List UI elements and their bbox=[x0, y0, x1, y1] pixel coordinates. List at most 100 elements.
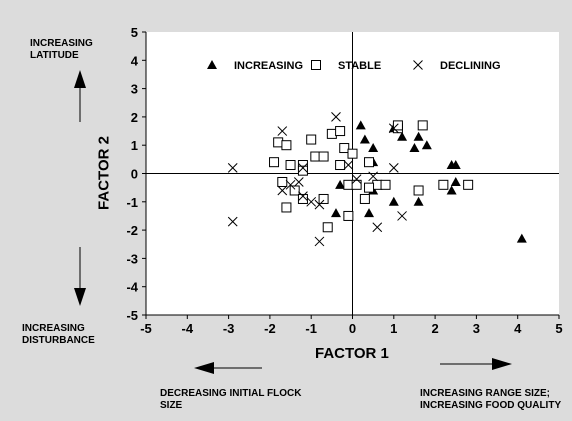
data-point-stable bbox=[339, 143, 350, 154]
data-point-stable bbox=[343, 210, 354, 221]
arrow-right-head-icon bbox=[492, 358, 512, 370]
data-point-declining bbox=[306, 196, 317, 207]
x-marker-stroke bbox=[298, 162, 308, 173]
data-point-increasing bbox=[421, 140, 432, 150]
y-tick-label: 4 bbox=[131, 53, 139, 68]
x-marker-stroke bbox=[331, 112, 341, 122]
data-point-increasing bbox=[450, 160, 461, 170]
data-point-declining bbox=[388, 162, 399, 173]
data-point-stable bbox=[326, 128, 337, 139]
data-point-increasing bbox=[359, 134, 370, 144]
annotation-line: DISTURBANCE bbox=[22, 335, 95, 346]
data-points bbox=[227, 112, 527, 247]
annotation-decreasing-flock-size: DECREASING INITIAL FLOCK SIZE bbox=[160, 388, 301, 412]
x-marker-stroke bbox=[277, 185, 288, 196]
arrow-left-head-icon bbox=[194, 362, 214, 374]
axes bbox=[142, 31, 560, 319]
legend-marker-declining-icon bbox=[413, 60, 423, 70]
x-tick-label: -3 bbox=[223, 321, 235, 336]
x-marker-stroke bbox=[227, 162, 238, 173]
data-point-stable bbox=[392, 120, 403, 131]
direction-arrows bbox=[74, 70, 512, 374]
annotation-increasing-range-food: INCREASING RANGE SIZE; INCREASING FOOD Q… bbox=[420, 388, 561, 412]
data-point-declining bbox=[331, 112, 341, 122]
data-point-stable bbox=[335, 160, 346, 171]
x-marker-stroke bbox=[314, 199, 325, 210]
data-point-stable bbox=[289, 185, 300, 196]
data-point-declining bbox=[298, 162, 308, 173]
data-point-stable bbox=[297, 165, 308, 176]
y-tick-labels: -5 -4 -3 -2 -1 0 1 2 3 4 5 bbox=[126, 25, 138, 323]
annotation-line: DECREASING INITIAL FLOCK bbox=[160, 388, 302, 399]
annotation-line: INCREASING RANGE SIZE; bbox=[420, 388, 551, 399]
y-tick-label: 1 bbox=[131, 138, 138, 153]
data-point-stable bbox=[417, 120, 428, 131]
data-point-declining bbox=[298, 191, 308, 201]
x-marker-stroke bbox=[368, 171, 379, 182]
x-tick-label: -5 bbox=[140, 321, 152, 336]
y-axis-title: FACTOR 2 bbox=[95, 136, 113, 210]
data-point-declining bbox=[227, 216, 238, 227]
data-point-stable bbox=[343, 179, 354, 190]
x-marker-stroke bbox=[277, 126, 288, 136]
data-point-stable bbox=[380, 179, 391, 190]
x-tick-label: -1 bbox=[305, 321, 317, 336]
data-point-declining bbox=[277, 185, 288, 196]
x-marker-stroke bbox=[314, 236, 325, 247]
x-tick-label: 1 bbox=[390, 321, 397, 336]
legend-label: DECLINING bbox=[440, 60, 501, 72]
x-tick-labels: -5 -4 -3 -2 -1 0 1 2 3 4 5 bbox=[140, 321, 562, 336]
data-point-increasing bbox=[335, 179, 346, 189]
annotation-increasing-disturbance: INCREASING DISTURBANCE bbox=[22, 323, 95, 347]
data-point-stable bbox=[413, 185, 424, 196]
data-point-declining bbox=[397, 211, 407, 221]
x-marker-stroke bbox=[343, 160, 354, 170]
data-point-declining bbox=[388, 123, 399, 134]
x-marker-stroke bbox=[306, 196, 317, 207]
data-point-stable bbox=[297, 193, 308, 204]
annotation-line: INCREASING bbox=[22, 323, 85, 334]
legend: INCREASING STABLE DECLINING bbox=[207, 60, 501, 72]
annotation-increasing-latitude: INCREASING LATITUDE bbox=[30, 38, 93, 62]
annotation-line: LATITUDE bbox=[30, 50, 79, 61]
data-point-increasing bbox=[397, 131, 408, 141]
data-point-increasing bbox=[409, 143, 420, 153]
data-point-stable bbox=[335, 126, 346, 137]
x-marker-stroke bbox=[388, 162, 399, 173]
x-marker-stroke bbox=[227, 216, 238, 227]
data-point-declining bbox=[277, 126, 288, 136]
legend-label: STABLE bbox=[338, 60, 381, 72]
data-point-increasing bbox=[413, 131, 424, 141]
x-marker-stroke bbox=[372, 222, 383, 233]
y-tick-label: 0 bbox=[131, 167, 138, 182]
x-tick-label: 5 bbox=[555, 321, 562, 336]
data-point-stable bbox=[273, 137, 284, 148]
data-point-stable bbox=[438, 179, 449, 190]
data-point-stable bbox=[364, 182, 375, 193]
arrow-down-head-icon bbox=[74, 288, 86, 306]
y-tick-label: 3 bbox=[131, 82, 138, 97]
data-point-stable bbox=[463, 179, 474, 190]
data-point-stable bbox=[322, 222, 333, 233]
data-point-stable bbox=[281, 202, 292, 213]
data-point-declining bbox=[351, 174, 362, 185]
data-point-increasing bbox=[388, 196, 399, 206]
data-point-stable bbox=[269, 157, 280, 168]
data-point-declining bbox=[343, 160, 354, 170]
annotation-line: INCREASING bbox=[30, 38, 93, 49]
y-tick-label: -5 bbox=[126, 308, 138, 323]
data-point-stable bbox=[310, 151, 321, 162]
data-point-increasing bbox=[355, 120, 366, 130]
data-point-stable bbox=[285, 160, 296, 171]
data-point-stable bbox=[351, 179, 362, 190]
x-tick-label: 3 bbox=[473, 321, 480, 336]
data-point-declining bbox=[293, 177, 304, 187]
data-point-stable bbox=[364, 157, 375, 168]
data-point-stable bbox=[306, 134, 317, 145]
data-point-increasing bbox=[368, 143, 379, 153]
data-point-stable bbox=[318, 151, 329, 162]
legend-label: INCREASING bbox=[234, 60, 303, 72]
x-tick-label: 4 bbox=[514, 321, 522, 336]
